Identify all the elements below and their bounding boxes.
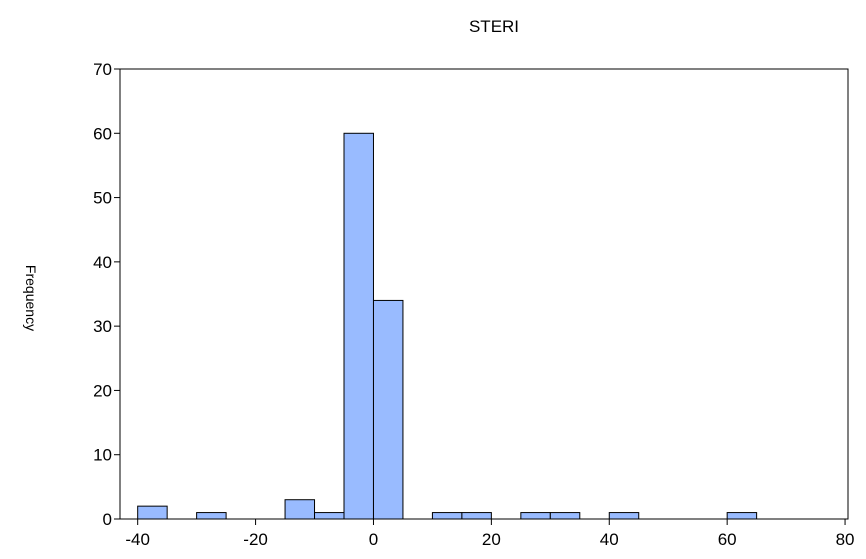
y-tick-label: 50 xyxy=(93,189,112,208)
x-tick-label: 0 xyxy=(369,530,378,549)
histogram-bar xyxy=(137,505,168,520)
x-tick-label: -40 xyxy=(125,530,150,549)
y-tick-label: 30 xyxy=(93,317,112,336)
x-tick-label: 40 xyxy=(600,530,619,549)
histogram-bar xyxy=(520,512,551,520)
histogram-bar xyxy=(608,512,640,520)
histogram-bar xyxy=(372,299,404,520)
histogram-bar xyxy=(549,512,581,520)
histogram-bar xyxy=(284,499,316,520)
x-tick-label: 80 xyxy=(836,530,855,549)
x-tick-label: 20 xyxy=(482,530,501,549)
y-tick-label: 40 xyxy=(93,253,112,272)
y-tick-label: 60 xyxy=(93,124,112,143)
histogram-bar xyxy=(314,512,345,520)
plot-frame xyxy=(119,68,849,520)
y-tick-label: 20 xyxy=(93,381,112,400)
histogram-bar xyxy=(431,512,463,520)
y-tick-label: 10 xyxy=(93,446,112,465)
chart-title: STERI xyxy=(469,17,519,36)
histogram-bar xyxy=(343,132,374,520)
x-tick-label: 60 xyxy=(718,530,737,549)
histogram-bar xyxy=(196,512,227,520)
x-tick-label: -20 xyxy=(243,530,268,549)
y-tick-label: 0 xyxy=(103,510,112,529)
y-tick-label: 70 xyxy=(93,60,112,79)
histogram-bar xyxy=(726,512,758,520)
histogram-bar xyxy=(461,512,492,520)
y-axis-label: Frequency xyxy=(23,265,39,331)
